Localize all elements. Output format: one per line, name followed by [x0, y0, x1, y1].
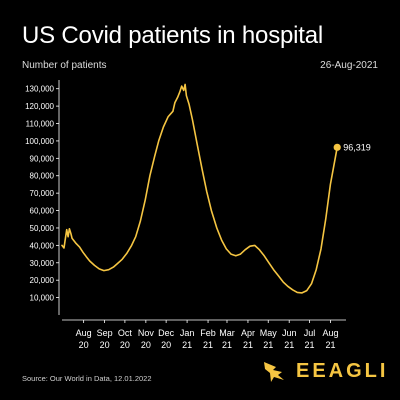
y-tick-label: 130,000: [25, 85, 54, 94]
y-tick-label: 80,000: [30, 172, 55, 181]
x-tick-year-label: 21: [182, 340, 192, 350]
x-tick-label: Jun: [282, 328, 297, 338]
x-tick-year-label: 20: [161, 340, 171, 350]
x-tick-label: Nov: [138, 328, 155, 338]
y-tick-label: 30,000: [30, 259, 55, 268]
x-tick-year-label: 21: [243, 340, 253, 350]
y-tick-label: 100,000: [25, 137, 54, 146]
x-tick-year-label: 21: [325, 340, 335, 350]
x-tick-year-label: 20: [141, 340, 151, 350]
y-tick-label: 20,000: [30, 276, 55, 285]
x-tick-year-label: 21: [263, 340, 273, 350]
last-value-point: [333, 143, 341, 151]
x-tick-label: Dec: [158, 328, 175, 338]
last-value-label: 96,319: [343, 142, 371, 152]
x-tick-year-label: 21: [222, 340, 232, 350]
y-tick-label: 50,000: [30, 224, 55, 233]
date-label: 26-Aug-2021: [320, 60, 378, 71]
y-tick-label: 40,000: [30, 241, 55, 250]
y-tick-label: 70,000: [30, 189, 55, 198]
page-title: US Covid patients in hospital: [22, 22, 324, 49]
x-tick-label: Apr: [241, 328, 255, 338]
x-tick-label: Aug: [322, 328, 338, 338]
x-axis: Aug 20 Sep 20 Oct 20 Nov 20 Dec 20 Jan 21 Feb 21 Mar 21…: [62, 319, 346, 350]
x-tick-label: Mar: [219, 328, 235, 338]
x-tick-year-label: 20: [100, 340, 110, 350]
y-tick-label: 120,000: [25, 102, 54, 111]
series-group: [61, 83, 338, 294]
brand-logo: EEAGLI: [262, 358, 388, 384]
x-tick-year-label: 21: [203, 340, 213, 350]
y-axis: 10,000 20,000 30,000 40,000 50,000 60,000 70,0…: [25, 80, 60, 315]
y-tick-label: 90,000: [30, 154, 55, 163]
y-tick-label: 110,000: [26, 120, 55, 129]
series-line: [61, 83, 338, 294]
x-tick-label: Oct: [118, 328, 133, 338]
x-tick-label: Jul: [304, 328, 316, 338]
y-tick-label: 10,000: [30, 294, 55, 303]
x-tick-label: May: [260, 328, 278, 338]
y-axis-label: Number of patients: [22, 60, 107, 71]
x-tick-label: Feb: [200, 328, 216, 338]
annotation-group: 96,319: [333, 142, 371, 152]
brand-name: EEAGLI: [296, 359, 389, 382]
eagle-icon: [264, 362, 284, 382]
source-note: Source: Our World in Data, 12.01.2022: [22, 374, 152, 383]
x-tick-year-label: 21: [284, 340, 294, 350]
x-tick-year-label: 20: [120, 340, 130, 350]
x-tick-year-label: 20: [79, 340, 89, 350]
x-tick-label: Aug: [76, 328, 92, 338]
y-tick-label: 60,000: [30, 207, 55, 216]
x-tick-year-label: 21: [304, 340, 314, 350]
x-tick-label: Sep: [97, 328, 113, 338]
x-tick-label: Jan: [180, 328, 195, 338]
